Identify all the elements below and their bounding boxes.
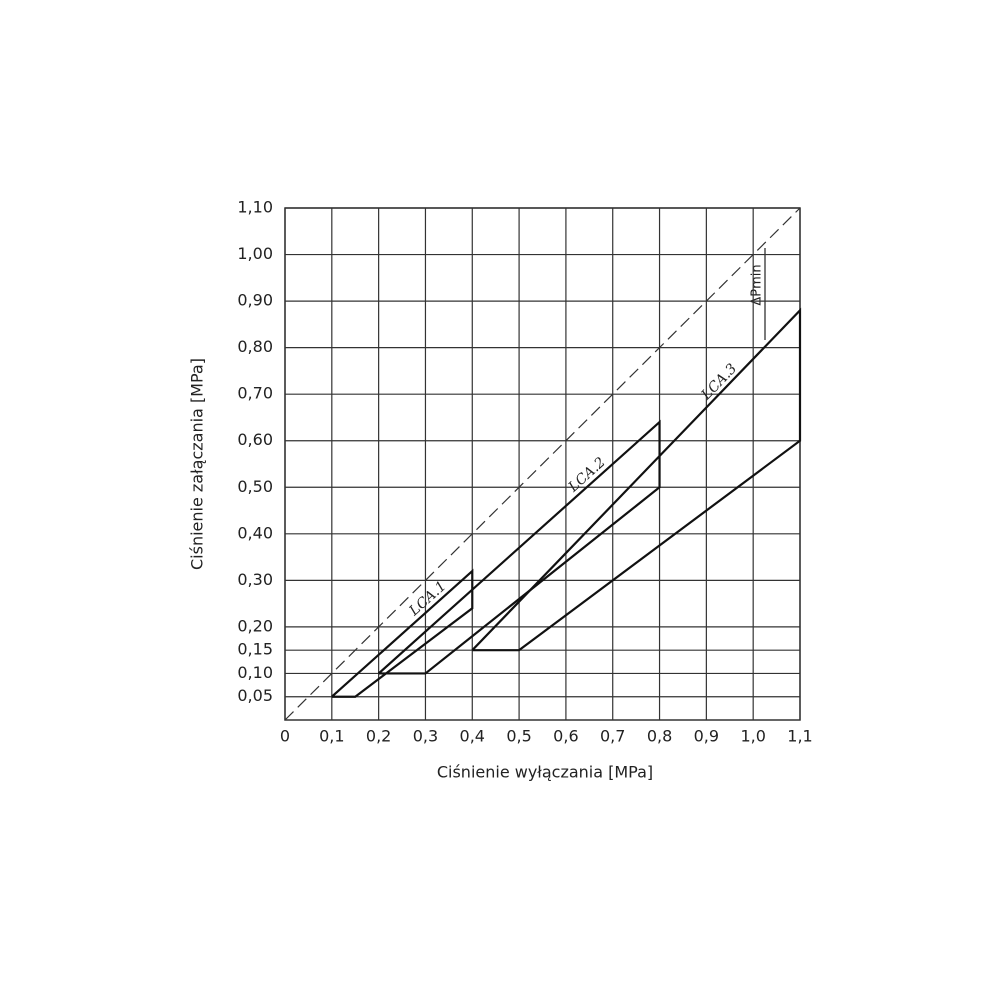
y-tick-label: 0,30 bbox=[237, 570, 273, 589]
x-tick-label: 0,9 bbox=[694, 727, 719, 746]
y-axis-label: Ciśnienie załączania [MPa] bbox=[188, 358, 207, 570]
series-line bbox=[377, 419, 661, 675]
y-tick-label: 1,00 bbox=[237, 244, 273, 263]
series-label: LCA.3 bbox=[698, 361, 740, 404]
y-tick-label: 0,90 bbox=[237, 291, 273, 310]
y-tick-label: 0,40 bbox=[237, 523, 273, 542]
y-tick-label: 0,70 bbox=[237, 384, 273, 403]
x-tick-label: 0 bbox=[280, 727, 290, 746]
y-tick-label: 0,10 bbox=[237, 663, 273, 682]
series-label: LCA.2 bbox=[565, 454, 609, 496]
y-tick-label: 0,60 bbox=[237, 430, 273, 449]
y-tick-label: 0,20 bbox=[237, 616, 273, 635]
y-tick-label: 0,15 bbox=[237, 640, 273, 659]
x-tick-label: 0,8 bbox=[647, 727, 672, 746]
x-tick-label: 0,1 bbox=[319, 727, 344, 746]
annotation: ΔPmin bbox=[750, 264, 765, 305]
y-tick-label: 0,80 bbox=[237, 337, 273, 356]
series-line bbox=[284, 207, 801, 721]
series-line bbox=[331, 568, 474, 698]
y-tick-label: 0,50 bbox=[237, 477, 273, 496]
x-axis-label: Ciśnienie wyłączania [MPa] bbox=[437, 763, 653, 782]
y-tick-label: 0,05 bbox=[237, 686, 273, 705]
series-line bbox=[471, 307, 802, 652]
x-tick-label: 1,1 bbox=[787, 727, 812, 746]
x-tick-label: 0,5 bbox=[506, 727, 531, 746]
x-tick-label: 0,2 bbox=[366, 727, 391, 746]
x-tick-label: 0,3 bbox=[413, 727, 438, 746]
series-label: LCA.1 bbox=[406, 578, 450, 620]
y-tick-label: 1,10 bbox=[237, 198, 273, 217]
x-tick-label: 0,4 bbox=[460, 727, 485, 746]
x-tick-label: 0,7 bbox=[600, 727, 625, 746]
x-tick-label: 0,6 bbox=[553, 727, 578, 746]
x-tick-label: 1,0 bbox=[740, 727, 765, 746]
